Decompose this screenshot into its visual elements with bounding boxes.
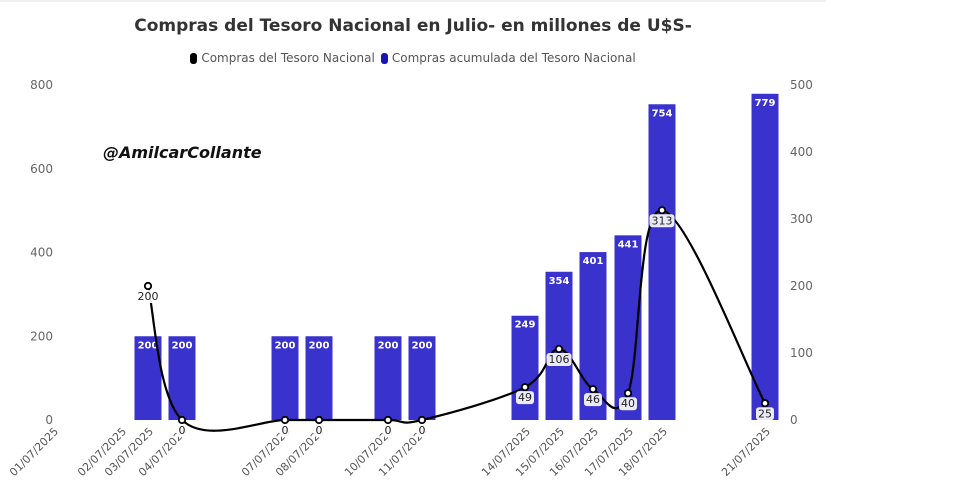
bar-label: 200 [378, 340, 399, 351]
legend-item-compras[interactable]: Compras del Tesoro Nacional [190, 51, 375, 65]
legend-item-acumulada[interactable]: Compras acumulada del Tesoro Nacional [380, 51, 636, 65]
line-point-label-bg [176, 424, 188, 437]
x-axis-tick: 01/07/2025 [7, 425, 61, 479]
right-axis-tick: 200 [790, 279, 813, 293]
bar [751, 93, 779, 420]
right-axis-tick: 100 [790, 346, 813, 360]
line-point-label-bg [313, 424, 325, 437]
line-point-label-bg [584, 393, 602, 407]
line-point-label: 313 [652, 214, 673, 227]
line-point-label-bg [279, 424, 291, 437]
bar [271, 336, 299, 420]
bar-label: 441 [618, 239, 639, 250]
bar-label: 200 [138, 340, 159, 351]
bar [648, 104, 676, 420]
right-axis-tick: 500 [790, 78, 813, 92]
line-point-label: 25 [758, 407, 772, 420]
line-point [657, 206, 667, 215]
line-point-label-bg [516, 391, 534, 405]
legend-swatch-compras [190, 52, 198, 64]
line-series-compras [146, 209, 766, 432]
bar-label: 779 [755, 98, 776, 109]
bar-label: 249 [515, 320, 536, 331]
legend-swatch-acumulada [380, 52, 388, 64]
line-point-label: 0 [179, 424, 186, 437]
left-axis-tick: 0 [45, 413, 53, 427]
bar-label: 754 [652, 108, 673, 119]
line-point [760, 399, 770, 408]
bar [305, 336, 333, 420]
bar [408, 336, 436, 420]
right-axis-tick: 400 [790, 145, 813, 159]
chart-title: Compras del Tesoro Nacional en Julio- en… [134, 16, 692, 36]
line-point [383, 415, 393, 425]
top-divider [0, 0, 826, 2]
right-axis-tick: 0 [790, 413, 798, 427]
watermark: @AmilcarCollante [103, 143, 262, 162]
line-point-label: 0 [282, 424, 289, 437]
line-point [314, 415, 324, 425]
x-axis-tick: 21/07/2025 [719, 425, 773, 479]
bar [511, 315, 539, 420]
line-point [588, 385, 598, 394]
bar-label: 200 [172, 340, 193, 351]
legend-label-acumulada: Compras acumulada del Tesoro Nacional [391, 51, 636, 65]
line-point [554, 344, 564, 354]
line-point [520, 383, 530, 392]
legend: Compras del Tesoro Nacional Compras acum… [0, 51, 826, 65]
left-axis-tick: 200 [30, 329, 53, 343]
line-point-label-bg [416, 424, 428, 437]
left-axis-tick: 600 [30, 162, 53, 176]
bar-label: 200 [309, 340, 330, 351]
left-axis-tick: 400 [30, 246, 53, 260]
bar-label: 200 [275, 340, 296, 351]
line-point-label: 200 [138, 290, 159, 303]
line-point-label-bg [619, 397, 637, 411]
line-point-label: 0 [385, 424, 392, 437]
line-point-label: 0 [316, 424, 323, 437]
line-point [417, 415, 427, 425]
line-point [177, 415, 187, 425]
bar-label: 401 [583, 256, 604, 267]
line-point-label-bg [756, 407, 774, 421]
legend-label-compras: Compras del Tesoro Nacional [201, 51, 375, 65]
line-point [623, 389, 633, 398]
line-point [143, 281, 153, 291]
line-point [280, 415, 290, 425]
line-point-label-bg [135, 290, 161, 303]
line-point-label: 46 [586, 393, 600, 406]
bar [374, 336, 402, 420]
right-axis-tick: 300 [790, 212, 813, 226]
left-axis-tick: 800 [30, 78, 53, 92]
line-point-label: 49 [518, 391, 532, 404]
line-point-label-bg [649, 214, 675, 228]
bar-label: 200 [412, 340, 433, 351]
line-point-label: 0 [419, 424, 426, 437]
line-point-label-bg [382, 424, 394, 437]
bar-label: 354 [549, 276, 570, 287]
line-point-label: 40 [621, 397, 635, 410]
line-point-label: 106 [549, 353, 570, 366]
line-point-label-bg [546, 352, 572, 366]
